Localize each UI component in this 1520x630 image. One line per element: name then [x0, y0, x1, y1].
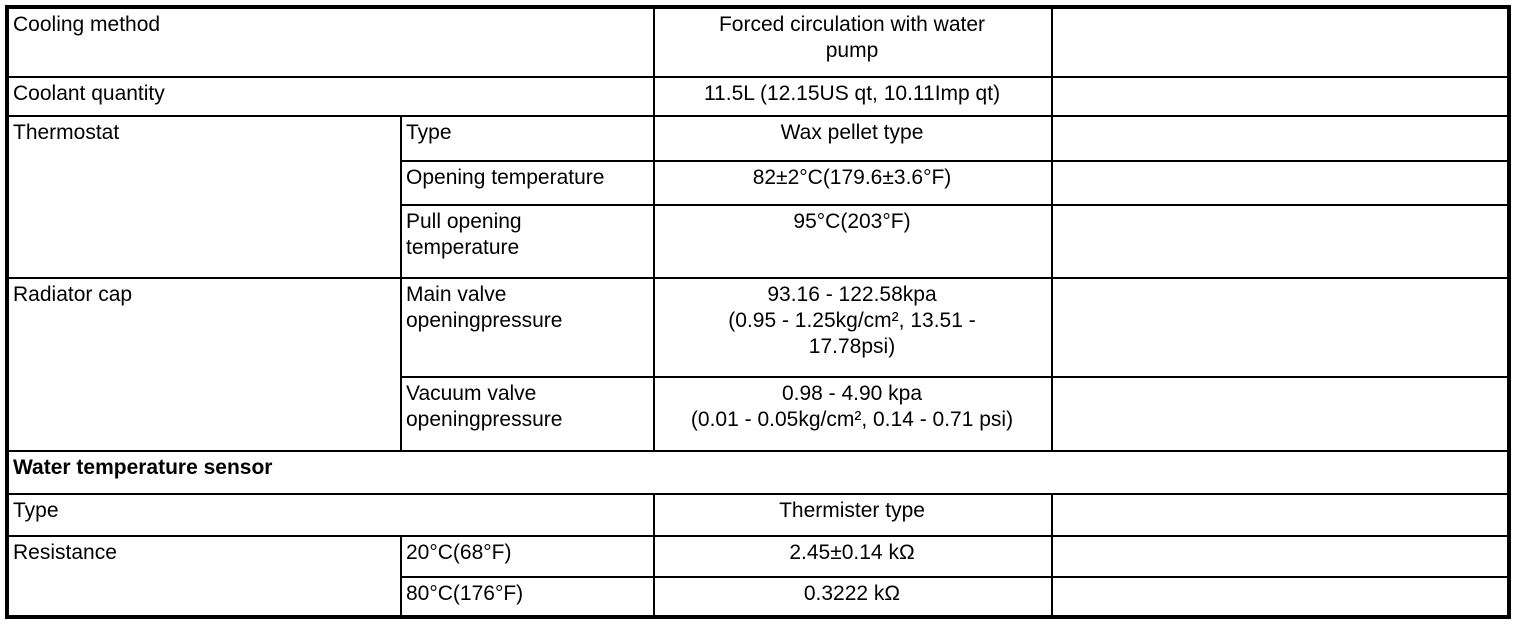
- table-row: Type Thermister type: [6, 493, 1510, 537]
- table-row: Opening temperature 82±2°C(179.6±3.6°F): [7, 160, 1510, 206]
- cell-cooling-method: Cooling method: [6, 6, 655, 78]
- cell-opening-temperature: Opening temperature: [400, 160, 655, 206]
- cell-resistance-80c: 80°C(176°F): [400, 576, 655, 618]
- cell-coolant-quantity-value: 11.5L (12.15US qt, 10.11Imp qt): [653, 76, 1053, 117]
- cooling-spec-table: Cooling method Forced circulation with w…: [5, 5, 1511, 619]
- table-row: Pull opening temperature 95°C(203°F): [7, 204, 1510, 279]
- table-row: Coolant quantity 11.5L (12.15US qt, 10.1…: [6, 76, 1510, 117]
- cell-pull-opening-temperature-value: 95°C(203°F): [653, 204, 1053, 279]
- cell-vacuum-valve-opening-pressure: Vacuum valve openingpressure: [400, 376, 655, 452]
- cell-empty: [1051, 76, 1510, 117]
- table-row: Thermostat Type Wax pellet type: [6, 115, 1510, 279]
- cell-empty: [1051, 115, 1510, 162]
- cell-empty: [1051, 376, 1510, 452]
- table-row: 80°C(176°F) 0.3222 kΩ: [7, 576, 1510, 618]
- cell-vacuum-valve-opening-pressure-value: 0.98 - 4.90 kpa (0.01 - 0.05kg/cm², 0.14…: [653, 376, 1053, 452]
- cell-opening-temperature-value: 82±2°C(179.6±3.6°F): [653, 160, 1053, 206]
- cell-main-valve-opening-pressure: Main valve openingpressure: [400, 277, 655, 378]
- cell-pull-opening-temperature: Pull opening temperature: [400, 204, 655, 279]
- cell-resistance-20c-value: 2.45±0.14 kΩ: [653, 535, 1053, 578]
- cell-empty: [1051, 6, 1510, 78]
- cell-sensor-type: Type: [6, 493, 655, 537]
- cell-empty: [1051, 576, 1510, 618]
- cell-coolant-quantity: Coolant quantity: [6, 76, 655, 117]
- cell-sensor-type-value: Thermister type: [653, 493, 1053, 537]
- cell-main-valve-opening-pressure-value: 93.16 - 122.58kpa (0.95 - 1.25kg/cm², 13…: [653, 277, 1053, 378]
- cell-resistance-20c: 20°C(68°F): [400, 535, 655, 578]
- cell-thermostat-type: Type: [400, 115, 655, 162]
- table-row: Water temperature sensor: [6, 450, 1510, 495]
- cell-empty: [1051, 160, 1510, 206]
- cell-thermostat: Thermostat: [6, 115, 402, 279]
- section-header-water-temperature-sensor: Water temperature sensor: [6, 450, 1510, 495]
- table-row: Resistance 20°C(68°F) 2.45±0.14 kΩ: [6, 535, 1510, 618]
- cell-resistance-80c-value: 0.3222 kΩ: [653, 576, 1053, 618]
- cell-empty: [1051, 277, 1510, 378]
- table-row: Radiator cap Main valve openingpressure …: [6, 277, 1510, 452]
- cell-thermostat-type-value: Wax pellet type: [653, 115, 1053, 162]
- cell-cooling-method-value: Forced circulation with water pump: [653, 6, 1053, 78]
- cell-empty: [1051, 204, 1510, 279]
- cell-radiator-cap: Radiator cap: [6, 277, 402, 452]
- table-row: Cooling method Forced circulation with w…: [6, 6, 1510, 78]
- cell-resistance: Resistance: [6, 535, 402, 618]
- table-row: Vacuum valve openingpressure 0.98 - 4.90…: [7, 376, 1510, 452]
- cell-empty: [1051, 493, 1510, 537]
- cell-empty: [1051, 535, 1510, 578]
